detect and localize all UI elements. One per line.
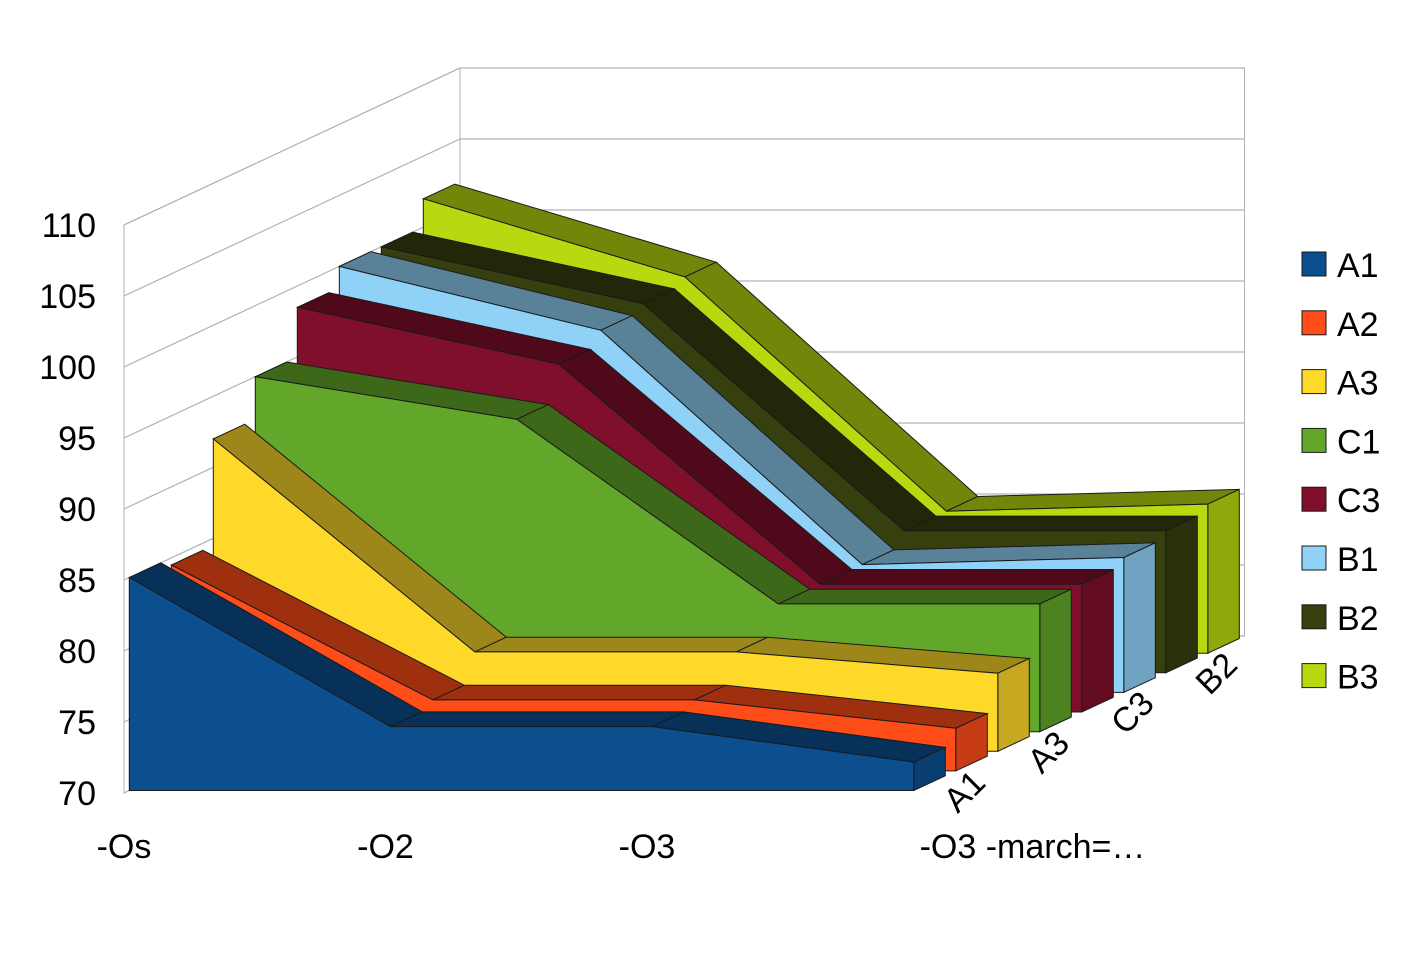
- legend-label: B3: [1337, 659, 1379, 697]
- legend-item-b3: B3: [1301, 659, 1379, 697]
- series-a1: [128, 562, 948, 792]
- y-tick-label: 80: [58, 633, 96, 671]
- legend-label: B1: [1337, 541, 1379, 579]
- legend-swatch: [1301, 604, 1327, 630]
- series-top-face: [820, 569, 1114, 585]
- legend-item-a3: A3: [1301, 365, 1379, 403]
- legend-item-a2: A2: [1301, 306, 1379, 344]
- legend-swatch: [1301, 545, 1327, 571]
- x-tick-label: -O3 -march=…: [920, 828, 1146, 866]
- series-top-face: [904, 515, 1198, 532]
- x-tick-label: -O2: [357, 828, 414, 866]
- series-end-face: [1165, 515, 1198, 674]
- series-top-face: [474, 636, 769, 653]
- legend-swatch: [1301, 486, 1327, 512]
- legend-swatch: [1301, 369, 1327, 395]
- y-tick-label: 85: [58, 562, 96, 600]
- series-end-face: [997, 657, 1030, 753]
- series-top-face: [432, 684, 727, 701]
- gridline: [123, 138, 1245, 297]
- x-axis: -Os -O2 -O3 -O3 -march=…: [97, 828, 1146, 866]
- series-front-face: [128, 576, 915, 791]
- legend-swatch: [1301, 663, 1327, 689]
- series-top-face: [778, 588, 1072, 605]
- series-top-face: [390, 711, 685, 728]
- x-tick-label: -Os: [97, 828, 152, 866]
- x-tick-label: -O3: [619, 828, 676, 866]
- y-tick-label: 105: [39, 278, 96, 316]
- legend-item-b1: B1: [1301, 541, 1379, 579]
- legend-label: A1: [1337, 247, 1379, 285]
- legend-item-c3: C3: [1301, 482, 1380, 520]
- y-tick-label: 70: [58, 775, 96, 813]
- legend-swatch: [1301, 251, 1327, 277]
- series-end-face: [1081, 568, 1114, 713]
- gridline: [123, 67, 1245, 226]
- legend-item-c1: C1: [1301, 423, 1380, 461]
- y-tick-label: 100: [39, 349, 96, 387]
- legend-item-a1: A1: [1301, 247, 1379, 285]
- series-end-face: [1039, 588, 1072, 733]
- y-tick-label: 95: [58, 420, 96, 458]
- legend-label: C3: [1337, 482, 1380, 520]
- y-tick-label: 110: [42, 207, 96, 245]
- legend: A1 A2 A3 C1 C3 B1 B2 B3: [1301, 247, 1380, 697]
- legend-label: A3: [1337, 365, 1379, 403]
- y-tick-label: 90: [58, 491, 96, 529]
- legend-label: C1: [1337, 423, 1380, 461]
- series-end-face: [1123, 542, 1156, 694]
- y-axis: 70 75 80 85 90 95 100 105 110: [39, 207, 96, 813]
- y-tick-label: 75: [58, 704, 96, 742]
- legend-item-b2: B2: [1301, 600, 1379, 638]
- legend-swatch: [1301, 427, 1327, 453]
- legend-label: A2: [1337, 306, 1379, 344]
- legend-swatch: [1301, 310, 1327, 336]
- legend-label: B2: [1337, 600, 1379, 638]
- series-end-face: [1207, 488, 1240, 654]
- series-layer: [128, 183, 1240, 792]
